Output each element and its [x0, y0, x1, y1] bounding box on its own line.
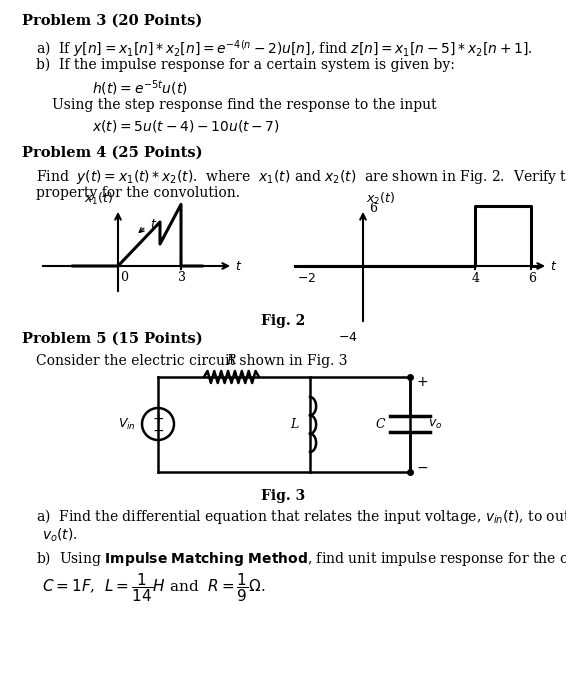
Text: 4: 4: [472, 272, 480, 285]
Text: $t$: $t$: [550, 260, 558, 274]
Text: Problem 3 (20 Points): Problem 3 (20 Points): [22, 14, 202, 28]
Text: +: +: [416, 375, 428, 389]
Text: b)  If the impulse response for a certain system is given by:: b) If the impulse response for a certain…: [36, 58, 455, 72]
Text: 6: 6: [369, 202, 377, 216]
Text: $t$: $t$: [235, 260, 242, 274]
Text: $-4$: $-4$: [338, 331, 358, 344]
Text: $-$: $-$: [416, 460, 428, 474]
Text: $v_o$: $v_o$: [428, 417, 443, 430]
Text: $x_2(t)$: $x_2(t)$: [366, 191, 395, 207]
Text: $h(t)=e^{-5t}u(t)$: $h(t)=e^{-5t}u(t)$: [92, 78, 188, 97]
Text: $t$: $t$: [150, 218, 157, 231]
Text: a)  If $y[n]=x_1[n]*x_2[n]=e^{-4(n}-2)u[n]$, find $z[n]=x_1[n-5]*x_2[n+1]$.: a) If $y[n]=x_1[n]*x_2[n]=e^{-4(n}-2)u[n…: [36, 38, 533, 59]
Text: +: +: [152, 412, 164, 426]
Text: Consider the electric circuit shown in Fig. 3: Consider the electric circuit shown in F…: [36, 354, 348, 368]
Text: $x(t)=5u(t-4)-10u(t-7)$: $x(t)=5u(t-4)-10u(t-7)$: [92, 118, 280, 134]
Text: Using the step response find the response to the input: Using the step response find the respons…: [52, 98, 436, 112]
Text: $x_1(t)$: $x_1(t)$: [84, 191, 113, 207]
Text: Problem 4 (25 Points): Problem 4 (25 Points): [22, 146, 203, 160]
Text: Fig. 2: Fig. 2: [261, 314, 305, 328]
Text: property for the convolution.: property for the convolution.: [36, 186, 240, 200]
Text: $-$: $-$: [152, 423, 164, 437]
Text: 0: 0: [120, 271, 128, 284]
Text: $V_{in}$: $V_{in}$: [118, 416, 136, 431]
Text: R: R: [226, 354, 235, 367]
Text: $C=1F$,  $L=\dfrac{1}{14}H$ and  $R=\dfrac{1}{9}\Omega$.: $C=1F$, $L=\dfrac{1}{14}H$ and $R=\dfrac…: [42, 571, 265, 604]
Text: b)  Using $\mathbf{Impulse\ Matching\ Method}$, find unit impulse response for t: b) Using $\mathbf{Impulse\ Matching\ Met…: [36, 549, 566, 568]
Text: a)  Find the differential equation that relates the input voltage, $v_{in}(t)$, : a) Find the differential equation that r…: [36, 507, 566, 526]
Text: C: C: [375, 417, 385, 430]
Text: Problem 5 (15 Points): Problem 5 (15 Points): [22, 332, 203, 346]
Text: 6: 6: [528, 272, 536, 285]
Text: L: L: [290, 418, 298, 431]
Text: $-2$: $-2$: [298, 272, 316, 285]
Text: $v_o(t)$.: $v_o(t)$.: [42, 527, 78, 545]
Text: 3: 3: [178, 271, 186, 284]
Text: Find  $y(t)=x_1(t)*x_2(t)$.  where  $x_1(t)$ and $x_2(t)$  are shown in Fig. 2. : Find $y(t)=x_1(t)*x_2(t)$. where $x_1(t)…: [36, 168, 566, 186]
Text: Fig. 3: Fig. 3: [261, 489, 305, 503]
